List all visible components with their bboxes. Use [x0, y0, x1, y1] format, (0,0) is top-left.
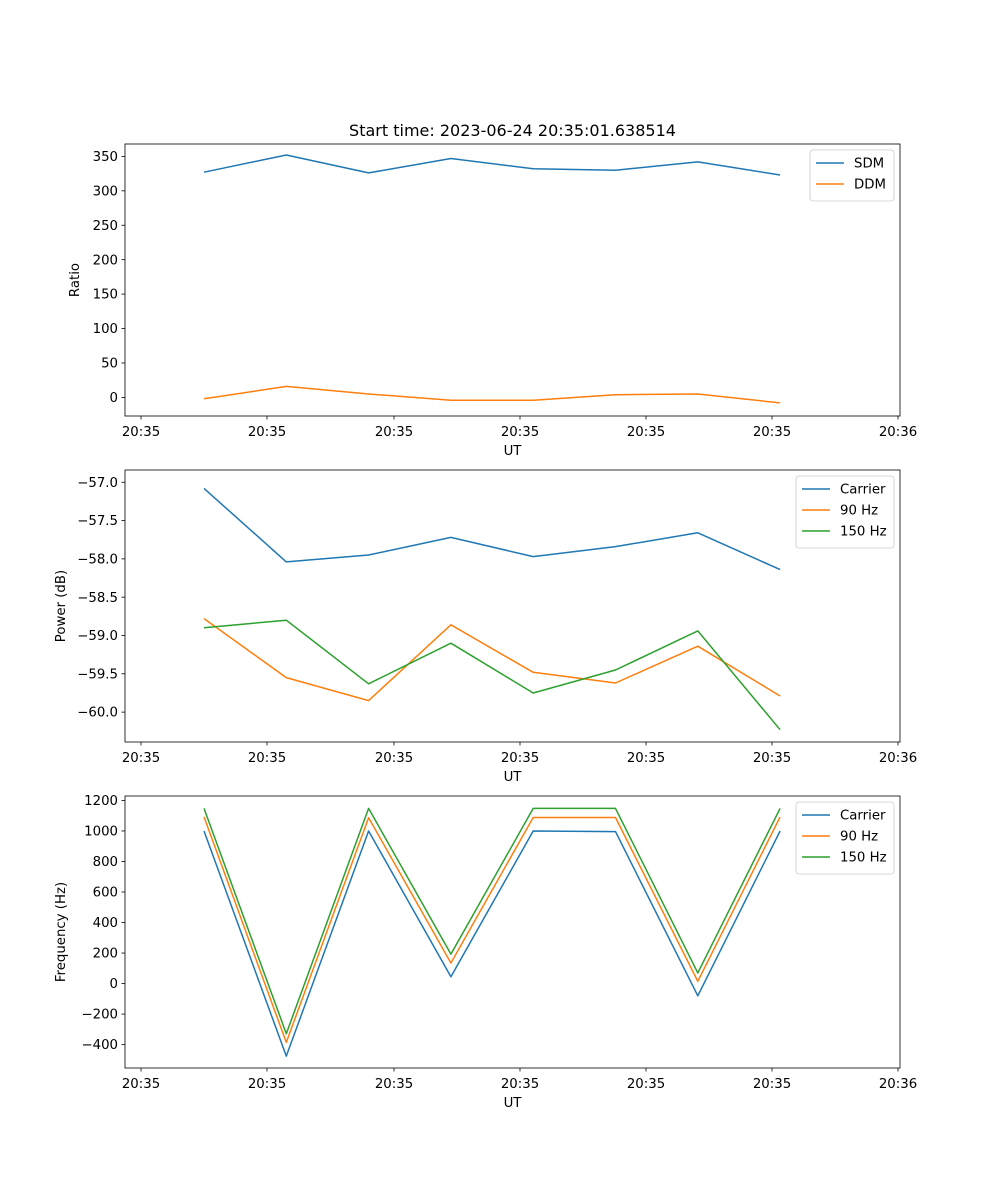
y-tick-label: −59.0 [77, 629, 118, 644]
y-tick-label: 250 [93, 219, 118, 234]
y-tick-label: −58.0 [77, 552, 118, 567]
panel-3: −400 −200 0 200 400 600 800 1000 1200 20:35 20:35 2… [54, 794, 917, 1111]
series-line-150-hz [203, 807, 781, 1035]
legend: SDM DDM [809, 149, 895, 202]
x-tick-label: 20:36 [879, 425, 917, 440]
series-line-90-hz [203, 816, 781, 1044]
legend-box [795, 475, 895, 549]
y-tick-label: 400 [93, 916, 118, 931]
x-tick-label: 20:35 [753, 751, 791, 766]
y-tick-label: 1000 [84, 825, 118, 840]
x-tick-label: 20:35 [501, 1077, 539, 1092]
series-line-ddm [203, 385, 781, 404]
x-tick-label: 20:35 [375, 425, 413, 440]
y-tick-label: 50 [101, 357, 118, 372]
series-line-sdm [203, 154, 781, 176]
panel-2: −57.0 −57.5 −58.0 −58.5 −59.0 −59.5 −60.0 20:35… [54, 469, 917, 785]
y-tick-label: −57.5 [77, 514, 118, 529]
x-tick-label: 20:35 [122, 1077, 160, 1092]
legend: Carrier 90 Hz 150 Hz [795, 801, 895, 875]
y-tick-label: 1200 [84, 794, 118, 809]
x-tick-label: 20:36 [879, 1077, 917, 1092]
x-tick-label: 20:36 [879, 751, 917, 766]
y-tick-label: −400 [81, 1038, 118, 1053]
axes-frame [124, 795, 901, 1069]
x-tick-label: 20:35 [375, 1077, 413, 1092]
y-tick-label: 0 [110, 391, 118, 406]
y-tick-label: −57.0 [77, 476, 118, 491]
y-tick-label: −200 [81, 1008, 118, 1023]
chart-title: Start time: 2023-06-24 20:35:01.638514 [349, 121, 676, 140]
series-line-carrier [203, 830, 781, 1057]
x-tick-label: 20:35 [501, 425, 539, 440]
y-tick-label: 150 [93, 288, 118, 303]
y-tick-label: −59.5 [77, 667, 118, 682]
legend-label: 150 Hz [840, 525, 887, 540]
x-tick-label: 20:35 [122, 425, 160, 440]
x-tick-label: 20:35 [248, 751, 286, 766]
y-tick-label: −58.5 [77, 591, 118, 606]
legend-label: Carrier [840, 809, 886, 824]
y-tick-label: 300 [93, 184, 118, 199]
legend-label: 90 Hz [840, 504, 878, 519]
x-tick-label: 20:35 [753, 425, 791, 440]
legend-label: DDM [854, 178, 886, 193]
x-axis-label: UT [504, 444, 523, 459]
x-tick-label: 20:35 [248, 1077, 286, 1092]
legend-label: 90 Hz [840, 830, 878, 845]
panel-1: 0 50 100 150 200 250 300 350 20:35 20:35 20:35 20:3… [68, 143, 917, 459]
x-tick-label: 20:35 [248, 425, 286, 440]
x-axis-label: UT [504, 770, 523, 785]
y-axis-label: Ratio [68, 263, 83, 297]
y-tick-label: 200 [93, 253, 118, 268]
x-tick-label: 20:35 [122, 751, 160, 766]
y-tick-label: 100 [93, 322, 118, 337]
series-line-90-hz [203, 617, 781, 702]
x-axis-label: UT [504, 1096, 523, 1111]
series-line-carrier [203, 487, 781, 571]
x-tick-label: 20:35 [753, 1077, 791, 1092]
axes-frame [124, 469, 901, 743]
y-axis-label: Frequency (Hz) [54, 882, 69, 982]
y-tick-label: 200 [93, 947, 118, 962]
legend-box [795, 801, 895, 875]
x-tick-label: 20:35 [627, 1077, 665, 1092]
y-tick-label: −60.0 [77, 706, 118, 721]
legend-label: 150 Hz [840, 851, 887, 866]
legend-label: SDM [854, 157, 884, 172]
legend: Carrier 90 Hz 150 Hz [795, 475, 895, 549]
x-tick-label: 20:35 [627, 751, 665, 766]
series-line-150-hz [203, 619, 781, 731]
y-tick-label: 800 [93, 855, 118, 870]
axes-frame [124, 143, 901, 417]
y-axis-label: Power (dB) [54, 570, 69, 642]
y-tick-label: 600 [93, 886, 118, 901]
legend-label: Carrier [840, 483, 886, 498]
y-tick-label: 350 [93, 150, 118, 165]
x-tick-label: 20:35 [627, 425, 665, 440]
y-tick-label: 0 [110, 977, 118, 992]
x-tick-label: 20:35 [501, 751, 539, 766]
x-tick-label: 20:35 [375, 751, 413, 766]
